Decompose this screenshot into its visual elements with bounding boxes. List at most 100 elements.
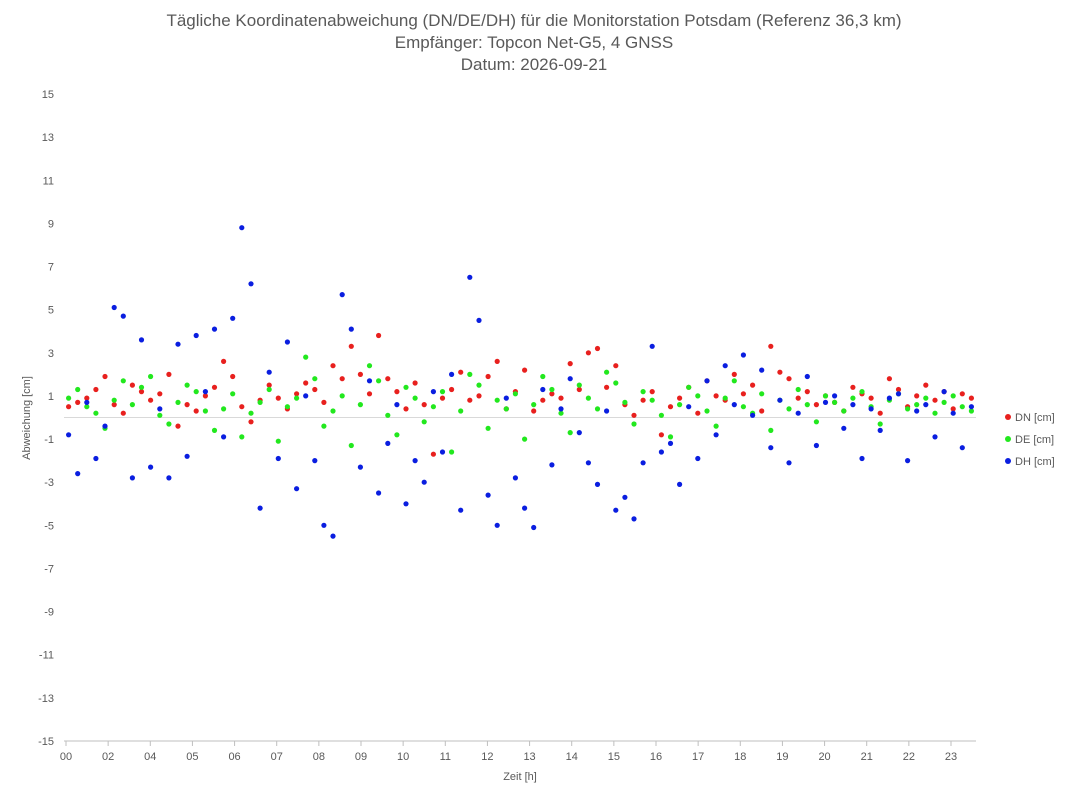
point-de	[622, 399, 628, 405]
point-dn	[239, 404, 245, 410]
point-dh	[476, 317, 482, 323]
point-dh	[549, 462, 555, 468]
point-dh	[357, 464, 363, 470]
point-dn	[102, 373, 108, 380]
point-dn	[348, 343, 354, 349]
point-dn	[558, 395, 564, 401]
point-de	[321, 423, 327, 429]
y-tick-label: -7	[44, 563, 54, 575]
point-de	[166, 421, 172, 427]
point-dn	[886, 376, 893, 382]
point-dh	[348, 326, 354, 332]
point-dn	[932, 397, 938, 403]
chart-subtitle-date: Datum: 2026-09-21	[460, 55, 608, 74]
point-dh	[394, 402, 400, 408]
point-dn	[540, 397, 546, 403]
point-dn	[850, 384, 856, 390]
point-dn	[768, 343, 774, 349]
point-dn	[950, 406, 956, 412]
point-dh	[631, 516, 637, 522]
point-de	[731, 378, 737, 384]
point-dn	[640, 397, 646, 403]
point-dh	[786, 460, 792, 466]
point-dn	[968, 395, 975, 401]
x-tick-label: 11	[440, 751, 451, 763]
point-dn	[84, 395, 90, 401]
point-dh	[257, 505, 263, 511]
point-dn	[522, 367, 528, 373]
point-dh	[959, 445, 965, 451]
point-de	[558, 410, 564, 416]
data-points	[66, 225, 975, 539]
point-dh	[677, 481, 683, 487]
point-dn	[576, 386, 582, 393]
point-dh	[339, 292, 345, 298]
point-dn	[221, 358, 227, 364]
point-dh	[211, 326, 218, 332]
point-dn	[202, 393, 208, 399]
x-tick-label: 09	[355, 751, 367, 763]
point-de	[421, 419, 427, 425]
point-dh	[759, 367, 765, 373]
point-dh	[221, 434, 227, 440]
point-de	[357, 402, 363, 408]
point-de	[193, 389, 199, 395]
point-dn	[713, 393, 719, 399]
point-dn	[129, 382, 135, 388]
point-de	[221, 406, 227, 412]
point-dh	[667, 440, 674, 446]
gridlines	[64, 417, 976, 742]
point-de	[804, 402, 810, 408]
point-dn	[731, 371, 737, 377]
point-dh	[275, 455, 281, 462]
point-de	[686, 384, 692, 390]
point-dh	[859, 455, 865, 462]
point-dn	[786, 376, 792, 382]
point-dn	[138, 389, 145, 395]
point-dn	[813, 402, 820, 408]
point-dh	[585, 460, 592, 466]
point-de	[248, 410, 254, 416]
point-dh	[804, 373, 810, 380]
point-dn	[549, 391, 555, 397]
point-de	[740, 404, 747, 410]
y-tick-label: 11	[43, 175, 54, 187]
point-de	[385, 412, 391, 418]
point-dn	[312, 386, 318, 393]
point-de	[93, 410, 99, 416]
point-de	[640, 389, 646, 395]
x-tick-label: 20	[818, 751, 830, 763]
point-de	[412, 395, 418, 401]
point-de	[148, 373, 154, 380]
x-tick-label: 00	[60, 751, 72, 763]
point-dh	[877, 427, 883, 433]
point-de	[430, 404, 436, 410]
point-de	[239, 434, 245, 440]
point-de	[649, 397, 655, 403]
point-de	[567, 430, 573, 436]
point-dn	[795, 395, 801, 401]
point-dh	[886, 395, 893, 401]
point-de	[66, 395, 72, 401]
point-dn	[494, 358, 500, 364]
point-de	[175, 399, 181, 405]
point-de	[339, 393, 345, 399]
point-dh	[923, 402, 929, 408]
point-dn	[330, 363, 336, 369]
point-dh	[604, 408, 610, 414]
point-dh	[832, 393, 838, 399]
point-dh	[202, 389, 208, 395]
point-de	[376, 378, 382, 384]
point-dh	[175, 341, 181, 347]
point-dn	[449, 386, 455, 393]
point-de	[713, 423, 719, 429]
x-tick-label: 22	[903, 751, 915, 763]
point-dh	[148, 464, 154, 470]
point-dh	[366, 378, 373, 384]
point-dn	[376, 332, 382, 339]
point-dh	[102, 423, 108, 429]
point-dh	[230, 315, 236, 321]
point-de	[202, 408, 208, 414]
point-dh	[795, 410, 801, 416]
